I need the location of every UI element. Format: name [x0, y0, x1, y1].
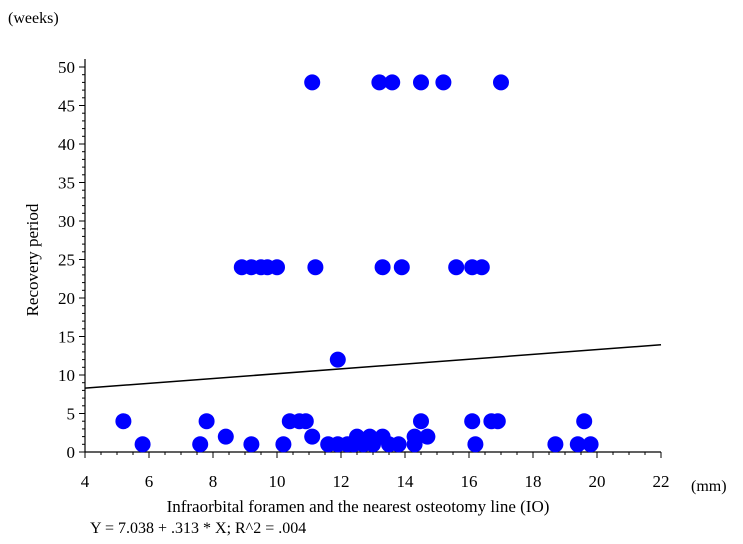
data-point [473, 259, 490, 276]
y-tick-label: 50 [58, 58, 75, 77]
x-tick-label: 22 [653, 472, 670, 491]
data-point [413, 74, 429, 91]
data-point [547, 436, 564, 453]
y-axis: 0 5 10 15 20 25 30 35 40 45 50 [58, 58, 86, 462]
regression-equation: Y = 7.038 + .313 * X; R^2 = .004 [90, 520, 306, 537]
x-unit-label: (mm) [691, 478, 727, 495]
data-point [464, 413, 481, 430]
y-tick-label: 5 [67, 405, 76, 424]
data-point [582, 436, 599, 453]
data-point [390, 436, 407, 453]
x-axis-title: Infraorbital foramen and the nearest ost… [167, 497, 550, 516]
data-point [406, 436, 423, 453]
y-axis-title: Recovery period [23, 203, 42, 316]
y-tick-label: 10 [58, 366, 75, 385]
data-point [374, 259, 391, 276]
data-point [576, 413, 593, 430]
x-tick-label: 16 [461, 472, 478, 491]
data-point [275, 436, 292, 453]
data-point [435, 74, 452, 91]
y-tick-label: 45 [58, 97, 75, 116]
data-point [329, 351, 346, 368]
regression-line [84, 344, 662, 389]
y-tick-label: 35 [58, 174, 75, 193]
regression-layer [84, 344, 662, 389]
data-point [413, 413, 429, 430]
data-point [307, 259, 324, 276]
data-point [489, 413, 506, 430]
data-point [371, 74, 388, 91]
data-point [393, 259, 410, 276]
data-point [467, 436, 484, 453]
x-axis: 4 6 8 10 12 14 16 18 20 22 [81, 451, 670, 491]
y-tick-label: 25 [58, 251, 75, 270]
data-point [192, 436, 209, 453]
data-point [134, 436, 151, 453]
x-tick-label: 6 [145, 472, 154, 491]
x-tick-label: 12 [333, 472, 350, 491]
data-point [365, 436, 381, 453]
data-point [419, 428, 436, 445]
data-point [493, 74, 509, 91]
x-tick-label: 10 [269, 472, 286, 491]
x-tick-label: 18 [525, 472, 542, 491]
data-point [115, 413, 132, 430]
data-point [448, 259, 465, 276]
data-point [304, 74, 321, 91]
y-unit-label: (weeks) [8, 10, 59, 27]
data-point [304, 428, 321, 445]
y-tick-label: 0 [67, 443, 76, 462]
x-tick-label: 8 [209, 472, 218, 491]
x-tick-label: 4 [81, 472, 90, 491]
data-point [198, 413, 215, 430]
data-point [384, 74, 401, 91]
data-point [569, 436, 586, 453]
y-tick-label: 30 [58, 212, 75, 231]
y-tick-label: 40 [58, 135, 75, 154]
data-point [217, 428, 234, 445]
x-tick-label: 20 [589, 472, 606, 491]
y-tick-label: 20 [58, 289, 75, 308]
data-point [269, 259, 285, 276]
x-tick-label: 14 [397, 472, 415, 491]
data-point [297, 413, 314, 430]
points-layer [115, 74, 599, 453]
y-tick-label: 15 [58, 328, 75, 347]
data-point [243, 436, 260, 453]
